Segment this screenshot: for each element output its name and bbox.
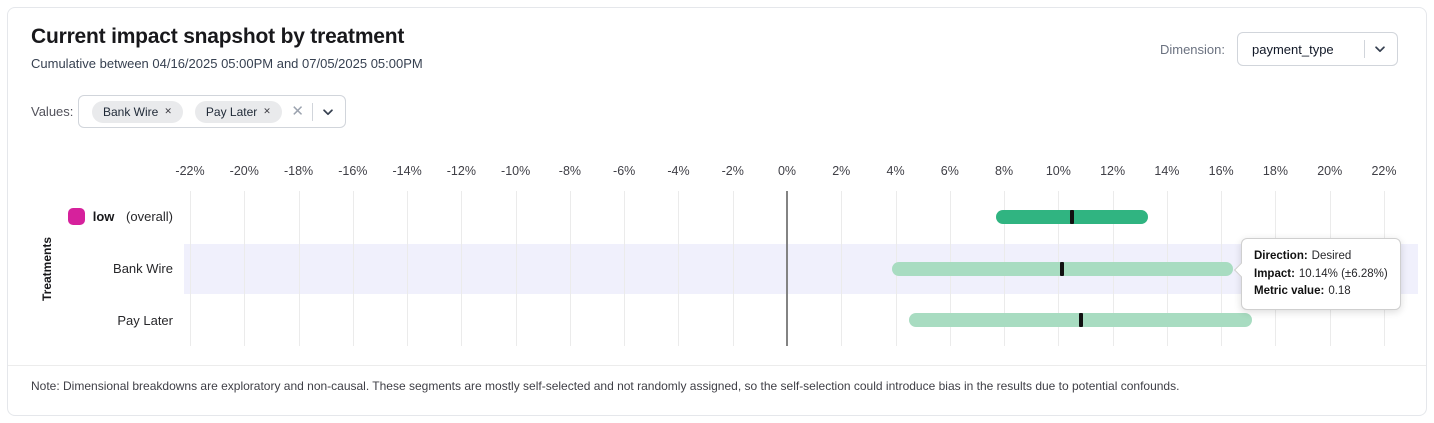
chevron-down-icon[interactable] xyxy=(1373,42,1387,56)
axis-tick-label: 4% xyxy=(886,164,905,178)
select-divider xyxy=(312,102,313,121)
legend-swatch xyxy=(67,208,85,226)
dimension-control: Dimension: payment_type xyxy=(1160,32,1398,66)
row-label: Bank Wire xyxy=(113,261,173,276)
row-label: Pay Later xyxy=(117,312,173,328)
clear-all-icon[interactable]: ✕ xyxy=(291,103,304,120)
axis-tick-label: 14% xyxy=(1154,164,1180,178)
values-multiselect[interactable]: Bank Wire ✕ Pay Later ✕ ✕ xyxy=(78,95,346,128)
gridline xyxy=(515,191,517,346)
axis-tick-label: -4% xyxy=(667,164,690,178)
row-label: low (overall) xyxy=(8,207,173,227)
axis-tick-label: -20% xyxy=(229,164,259,178)
select-divider xyxy=(1364,40,1365,58)
axis-tick-label: -16% xyxy=(338,164,368,178)
axis-tick-label: 16% xyxy=(1208,164,1234,178)
note-divider xyxy=(8,365,1426,366)
axis-tick-label: -22% xyxy=(175,164,205,178)
axis-tick-label: 8% xyxy=(995,164,1014,178)
axis-tick-label: 6% xyxy=(940,164,959,178)
dimension-select[interactable]: payment_type xyxy=(1237,32,1398,66)
gridline xyxy=(407,191,409,346)
gridline xyxy=(732,191,734,346)
axis-tick-label: -10% xyxy=(501,164,531,178)
chip-label: Bank Wire xyxy=(103,104,159,119)
axis-tick-label: 22% xyxy=(1371,164,1397,178)
chip-label: Pay Later xyxy=(205,104,258,119)
gridline xyxy=(352,191,354,346)
axis-tick-label: -14% xyxy=(392,164,422,178)
chip-remove-icon[interactable]: ✕ xyxy=(263,106,271,116)
chip-remove-icon[interactable]: ✕ xyxy=(164,106,172,116)
tooltip-direction: Direction: Desired xyxy=(1254,250,1352,262)
axis-tick-label: -8% xyxy=(558,164,582,178)
impact-point-marker xyxy=(1060,261,1065,276)
value-chips: Bank Wire ✕ Pay Later ✕ xyxy=(92,100,282,123)
dimension-label: Dimension: xyxy=(1159,41,1225,57)
page-title: Current impact snapshot by treatment xyxy=(31,25,405,48)
axis-tick-label: 10% xyxy=(1045,164,1071,178)
impact-point-marker xyxy=(1078,313,1083,328)
gridline xyxy=(841,191,843,346)
zero-line xyxy=(786,191,788,346)
impact-snapshot-card: Current impact snapshot by treatment Cum… xyxy=(7,7,1427,416)
tooltip-impact: Impact: 10.14% (±6.28%) xyxy=(1254,267,1388,280)
row-highlight xyxy=(184,243,1418,294)
impact-point-marker xyxy=(1069,209,1074,224)
date-range-subtitle: Cumulative between 04/16/2025 05:00PM an… xyxy=(31,56,423,71)
gridline xyxy=(298,191,300,346)
axis-tick-label: -12% xyxy=(446,164,476,178)
axis-tick-label: -6% xyxy=(613,164,636,178)
gridline xyxy=(190,191,191,346)
axis-tick-label: 0% xyxy=(777,164,797,178)
gridline xyxy=(678,191,680,346)
gridline xyxy=(569,191,571,346)
value-chip[interactable]: Pay Later ✕ xyxy=(194,100,282,123)
axis-tick-label: 2% xyxy=(832,164,851,178)
axis-tick-label: 20% xyxy=(1317,164,1343,178)
note-text: Note: Dimensional breakdowns are explora… xyxy=(31,379,1180,393)
axis-tick-label: 18% xyxy=(1262,164,1288,178)
values-label: Values: xyxy=(31,104,74,119)
chevron-down-icon[interactable] xyxy=(321,105,335,119)
gridline xyxy=(244,191,246,346)
gridline xyxy=(624,191,626,346)
axis-tick-label: -2% xyxy=(721,164,744,178)
impact-chart: Treatments -22% -20% -18% -16% -14% -12% -10% -… xyxy=(8,151,1426,361)
dimension-selected-value: payment_type xyxy=(1252,41,1334,57)
tooltip-metric-value: Metric value: 0.18 xyxy=(1254,285,1351,297)
axis-tick-label: 12% xyxy=(1100,164,1126,178)
value-chip[interactable]: Bank Wire ✕ xyxy=(92,100,183,123)
axis-tick-label: -18% xyxy=(283,164,314,178)
tooltip: Direction: Desired Impact: 10.14% (±6.28%)… xyxy=(1233,238,1401,310)
gridline xyxy=(461,191,463,346)
